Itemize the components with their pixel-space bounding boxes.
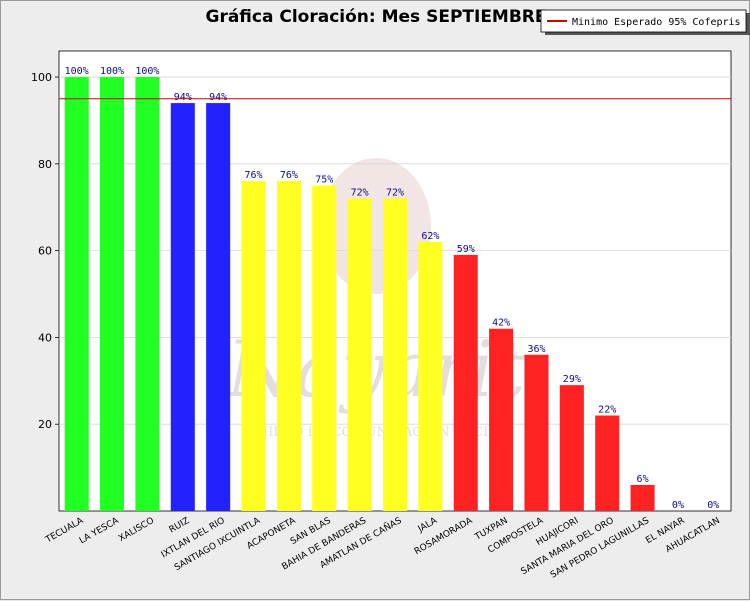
data-label: 59%	[457, 244, 475, 255]
data-label: 100%	[100, 66, 124, 77]
data-label: 100%	[135, 66, 159, 77]
bar	[524, 354, 549, 511]
bar	[489, 328, 514, 511]
y-tick-label: 80	[38, 158, 52, 171]
chart-title: Gráfica Cloración: Mes SEPTIEMBRE	[205, 7, 546, 27]
bar	[64, 77, 89, 512]
bar	[312, 185, 337, 511]
legend-label: Minimo Esperado 95% Cofepris	[572, 17, 741, 28]
bar	[276, 181, 301, 512]
data-label: 22%	[598, 405, 616, 416]
data-labels: 100% 100% 100% 94% 94% 76% 76% 75% 72% 72% 62% 59% 4…	[65, 66, 720, 511]
x-tick-label: RUIZ	[168, 516, 192, 535]
x-tick-label: XALISCO	[117, 516, 156, 544]
data-label: 94%	[209, 92, 227, 103]
data-label: 72%	[351, 188, 369, 199]
watermark-emblem	[321, 158, 431, 294]
y-tick-label: 60	[38, 245, 52, 258]
legend: Minimo Esperado 95% Cofepris	[540, 9, 750, 35]
data-label: 76%	[244, 170, 262, 181]
bar	[206, 103, 231, 511]
legend-box	[540, 9, 747, 33]
bar	[418, 241, 443, 511]
y-tick-label: 20	[38, 418, 52, 431]
bar	[453, 254, 478, 511]
data-label: 72%	[386, 188, 404, 199]
bar-series	[64, 77, 655, 512]
y-axis-ticks: 20 40 60 80 100	[31, 71, 59, 431]
bar	[135, 77, 160, 512]
y-tick-label: 100	[31, 71, 52, 84]
bar	[595, 415, 620, 511]
y-tick-label: 40	[38, 331, 52, 344]
x-tick-label: JALA	[416, 516, 440, 536]
bar	[382, 198, 408, 511]
data-label: 6%	[637, 474, 649, 485]
bar	[241, 181, 266, 512]
bar	[100, 77, 125, 512]
data-label: 42%	[492, 318, 510, 329]
data-label: 100%	[65, 66, 89, 77]
bar	[347, 198, 372, 511]
watermark-text: Nayarit	[225, 325, 527, 415]
data-label: 36%	[527, 344, 545, 355]
bar	[559, 385, 584, 511]
bar	[170, 103, 195, 511]
data-label: 75%	[315, 175, 333, 186]
data-label: 76%	[280, 170, 298, 181]
data-label: 0%	[672, 500, 684, 511]
bar	[630, 484, 655, 511]
data-label: 62%	[421, 231, 439, 242]
data-label: 29%	[563, 374, 581, 385]
data-label: 0%	[707, 500, 719, 511]
data-label: 94%	[174, 92, 192, 103]
x-tick-label: LA YESCA	[78, 516, 121, 547]
